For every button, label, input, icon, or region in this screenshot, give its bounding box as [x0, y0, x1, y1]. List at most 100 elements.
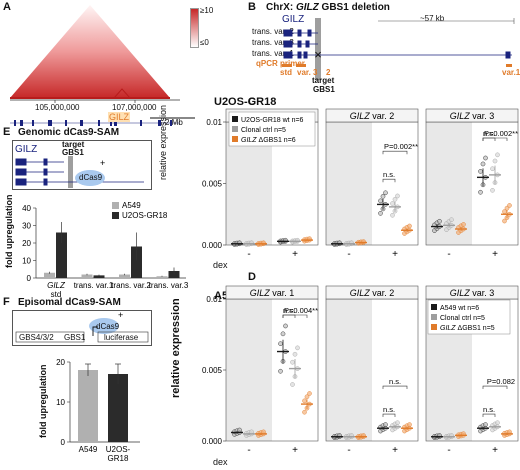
legend-label: U2OS-GR18 wt n=6: [241, 117, 304, 124]
panel-c-cell: U2OS-GR18: [214, 96, 277, 108]
subplot-title-var: var. 3: [470, 111, 495, 121]
data-point: [290, 382, 295, 387]
y-tick-label: 0.005: [202, 366, 223, 375]
subplot-title-box: [425, 108, 519, 123]
panel-e-letter: E: [3, 126, 11, 138]
legend-swatch: [431, 304, 437, 310]
coord-right: 107,000,000: [112, 103, 157, 112]
trans-var3-label: trans. var. 3: [252, 38, 294, 47]
e-category-line1: trans. var.1: [74, 281, 114, 290]
data-point: [392, 197, 398, 202]
dex-sign: -: [447, 445, 450, 456]
title-suffix: GBS1 deletion: [318, 2, 390, 13]
sig-label: P=0.082: [487, 377, 515, 386]
panel-b-letter: B: [248, 1, 256, 13]
y-tick-label: 0.01: [206, 118, 222, 127]
primer-2: 2: [326, 68, 331, 77]
sig-label: n.s.: [383, 170, 395, 179]
data-point: [449, 217, 454, 222]
legend-gene: GILZ: [241, 137, 259, 144]
e-bar: [119, 274, 130, 278]
legend-swatch: [232, 126, 238, 132]
data-point: [292, 351, 298, 357]
e-legend-swatch: [112, 202, 119, 209]
e-category-line1: trans. var.3: [149, 281, 189, 290]
y-tick-label: 0.01: [206, 295, 222, 304]
legend-swatch: [431, 314, 437, 320]
e-legend-label: A549: [122, 201, 141, 210]
subplot-title-gene: GILZ: [450, 288, 471, 298]
y-tick-label: 0.005: [202, 180, 223, 189]
gilz-label-e: GILZ: [15, 144, 38, 155]
sig-label: n.s.: [483, 129, 495, 138]
data-point: [495, 420, 500, 426]
data-point: [437, 218, 442, 224]
sig-bracket: [382, 178, 396, 183]
dex-sign: +: [292, 445, 298, 456]
e-legend-swatch: [112, 212, 119, 219]
svg-text:+: +: [100, 158, 105, 168]
panel-a-letter: A: [3, 1, 11, 13]
span-label: ~57 kb: [420, 14, 445, 23]
subplot-title: GILZ var. 2: [350, 111, 395, 121]
subplot-title-box: [325, 285, 419, 300]
data-point: [280, 331, 286, 337]
f-category-label: U2OS-GR18: [106, 445, 131, 463]
data-point: [395, 420, 400, 426]
colorbar: [190, 8, 199, 48]
f-y-tick-label: 0: [61, 438, 66, 447]
construct-gbs1: GBS1: [64, 333, 86, 342]
legend-label: A549 wt n=6: [440, 305, 479, 312]
title-prefix: ChrX:: [266, 2, 296, 13]
dex-label-d: dex: [213, 457, 228, 467]
dex-sign: +: [392, 445, 398, 456]
colorbar-min: ≤0: [200, 38, 209, 47]
legend-swatch: [232, 116, 238, 122]
legend-rest: ΔGBS1 n=5: [458, 325, 495, 332]
e-bar: [56, 232, 67, 278]
legend-swatch: [431, 324, 437, 330]
panel-c-letter: C: [248, 96, 256, 108]
dcas9-label-e: dCas9: [79, 173, 103, 182]
gbs1-label-e: GBS1: [62, 148, 84, 157]
e-y-tick-label: 0: [27, 274, 32, 283]
sig-label: n.s.: [383, 405, 395, 414]
dex-sign: +: [492, 249, 498, 260]
data-point: [378, 211, 383, 216]
e-y-tick-label: 20: [22, 239, 31, 248]
f-schematic-box: [12, 310, 152, 346]
data-point: [383, 190, 388, 196]
legend-box: [427, 299, 511, 335]
panel-f-letter: F: [3, 296, 10, 308]
f-category-line1: U2OS-: [106, 445, 131, 454]
subplot-title: GILZ var. 1: [250, 288, 295, 298]
dex-sign: -: [247, 249, 250, 260]
legend-rest: ΔGBS1 n=6: [259, 137, 296, 144]
gene-model: ×: [282, 18, 515, 80]
qpcr-primer-label: qPCR primer: [256, 59, 305, 68]
legend-label: Clonal ctrl n=5: [440, 315, 485, 322]
sig-bracket: [382, 150, 408, 155]
dcas9-blob-e: [75, 170, 105, 186]
title-gene: GILZ: [296, 2, 319, 13]
data-point: [283, 323, 288, 329]
dex-sign: -: [247, 445, 250, 456]
e-category-label: trans. var.1: [74, 281, 114, 290]
dcas9-label-f: dCas9: [96, 322, 120, 331]
data-point: [478, 169, 483, 174]
panel-f-title: Episomal dCas9-SAM: [18, 297, 121, 308]
data-point: [390, 212, 395, 218]
subplot-title-gene: GILZ: [450, 111, 471, 121]
data-point: [378, 198, 383, 204]
data-point: [480, 161, 486, 167]
panel-e-title: Genomic dCas9-SAM: [18, 127, 120, 138]
sig-label: n.s.: [389, 377, 401, 386]
data-point: [302, 409, 307, 415]
e-legend-label: U2OS-GR18: [122, 211, 168, 220]
subplot-title-var: var. 3: [470, 288, 495, 298]
scale-label: 2 Mb: [165, 118, 183, 127]
e-y-tick-label: 40: [22, 204, 31, 213]
data-point: [461, 222, 466, 227]
f-bar: [108, 374, 128, 442]
